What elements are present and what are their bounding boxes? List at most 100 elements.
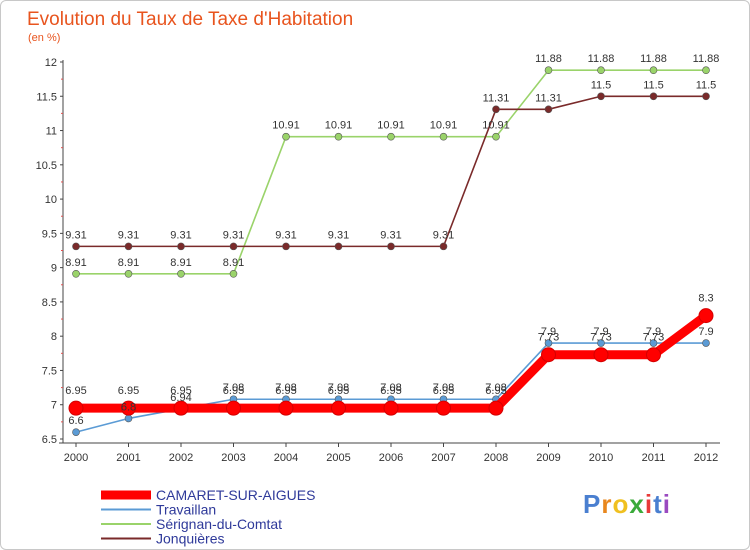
data-point (124, 414, 133, 423)
data-point (649, 66, 658, 75)
data-label: 6.95 (65, 385, 86, 397)
x-tick-label: 2007 (431, 452, 455, 464)
data-label: 6.6 (68, 415, 83, 427)
legend-label: Jonquières (156, 531, 225, 547)
x-tick-label: 2004 (274, 452, 298, 464)
data-point (173, 400, 189, 416)
data-point (544, 66, 553, 75)
y-tick-label: 9.5 (42, 228, 57, 240)
data-label: 11.31 (535, 92, 562, 104)
data-label: 6.95 (170, 385, 191, 397)
data-label: 9.31 (275, 229, 296, 241)
y-tick-label: 8.5 (42, 297, 57, 309)
data-label: 11.5 (591, 79, 612, 91)
data-point (702, 339, 710, 347)
data-label: 7.08 (275, 382, 296, 394)
data-point (334, 132, 343, 141)
data-point (124, 242, 133, 251)
data-point (597, 66, 605, 75)
y-tick-label: 10 (45, 194, 57, 206)
data-label: 10.91 (325, 120, 353, 132)
data-point (439, 132, 448, 141)
logo-letter: i (644, 489, 654, 519)
x-tick-label: 2012 (694, 452, 718, 464)
data-label: 11.88 (640, 53, 667, 65)
x-tick-label: 2006 (379, 452, 403, 464)
data-label: 11.88 (693, 53, 720, 65)
data-point (544, 105, 553, 114)
data-label: 7.9 (593, 326, 608, 338)
data-point (121, 400, 136, 416)
data-label: 9.31 (65, 229, 86, 241)
data-label: 7.9 (541, 326, 556, 338)
x-tick-label: 2011 (642, 452, 666, 464)
data-point (597, 92, 605, 101)
x-tick-label: 2008 (484, 452, 508, 464)
data-point (72, 242, 80, 251)
y-tick-label: 10.5 (36, 160, 57, 172)
data-label: 11.5 (643, 79, 664, 91)
data-label: 11.5 (696, 79, 717, 91)
data-point (68, 400, 84, 416)
legend-label: Sérignan-du-Comtat (156, 516, 282, 532)
data-label: 7.08 (485, 382, 506, 394)
data-label: 9.31 (380, 229, 401, 241)
data-point (649, 339, 658, 347)
y-tick-label: 12 (45, 57, 57, 69)
x-tick-label: 2003 (221, 452, 245, 464)
logo-letter: r (601, 489, 613, 519)
y-tick-label: 11.5 (36, 91, 57, 103)
chart-axes: 6.5 7 7.5 8 8.5 9 9.5 10 10.5 11 11.5 12 2000 2001 200… (36, 57, 720, 464)
data-label: 6.94 (170, 392, 191, 404)
data-label: 10.91 (377, 120, 405, 132)
data-label: 6.95 (223, 385, 244, 397)
data-label: 7.73 (590, 332, 611, 344)
x-tick-label: 2010 (589, 452, 613, 464)
data-label: 6.95 (328, 385, 349, 397)
data-point (229, 242, 238, 251)
x-tick-label: 2005 (326, 452, 350, 464)
x-tick-label: 2002 (169, 452, 193, 464)
data-label: 6.95 (275, 385, 296, 397)
data-point (387, 132, 395, 141)
y-tick-label: 11 (46, 126, 57, 138)
data-point (177, 270, 185, 278)
data-label: 8.91 (65, 257, 86, 269)
series-3 (72, 66, 710, 278)
data-label: 6.95 (118, 385, 139, 397)
logo-letter: t (653, 489, 663, 519)
x-tick-label: 2009 (536, 452, 560, 464)
data-label: 7.08 (223, 382, 244, 394)
data-label: 7.73 (643, 332, 664, 344)
data-point (282, 242, 290, 251)
series-lines (68, 66, 714, 436)
y-tick-label: 7.5 (42, 365, 57, 377)
data-label: 8.91 (118, 257, 139, 269)
data-point (72, 270, 80, 278)
data-point (593, 347, 609, 363)
data-label: 11.88 (588, 53, 615, 65)
x-tick-label: 2001 (116, 452, 140, 464)
data-label: 7.08 (328, 382, 349, 394)
logo-letter: i (662, 489, 671, 519)
data-point (544, 339, 553, 347)
data-label: 8.3 (698, 293, 713, 305)
data-label: 8.91 (223, 257, 244, 269)
x-tick-label: 2000 (64, 452, 88, 464)
data-point (492, 105, 500, 114)
data-label: 9.31 (118, 229, 139, 241)
data-point (541, 347, 556, 363)
data-point (702, 92, 710, 101)
data-label: 6.95 (380, 385, 401, 397)
series-1 (68, 308, 714, 416)
data-label: 8.91 (170, 257, 191, 269)
data-point (439, 242, 448, 251)
data-label: 11.88 (535, 53, 562, 65)
data-point (488, 400, 504, 416)
data-point (331, 400, 346, 416)
y-tick-label: 9 (51, 263, 57, 275)
data-point (649, 92, 658, 101)
data-label: 7.9 (646, 326, 661, 338)
data-label: 10.91 (272, 120, 300, 132)
data-point (698, 308, 714, 324)
